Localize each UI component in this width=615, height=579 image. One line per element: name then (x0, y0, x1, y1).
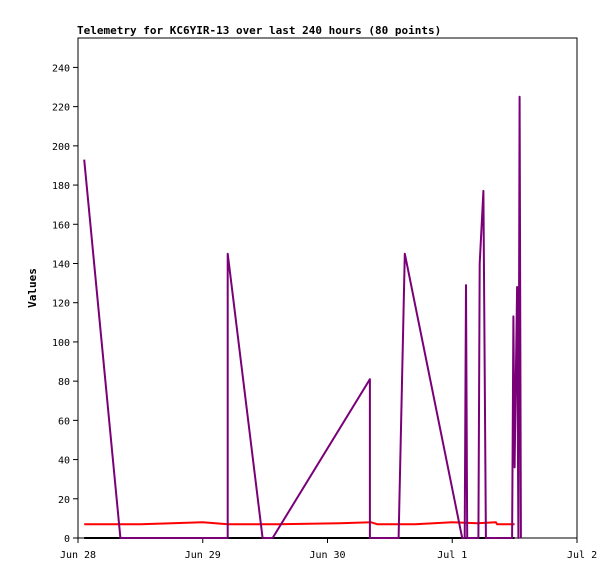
y-tick-label: 200 (52, 142, 70, 153)
series-line-2 (83, 95, 522, 539)
x-tick-label: Jul 1 (437, 550, 467, 561)
y-axis: 0 20 40 60 80 100 120 140 160 180 200 220 240 (52, 63, 78, 545)
y-tick-label: 0 (64, 534, 70, 545)
y-tick-label: 40 (58, 456, 70, 467)
y-tick-label: 220 (52, 103, 70, 114)
y-tick-label: 240 (52, 63, 70, 74)
plot-frame (77, 37, 578, 539)
y-tick-label: 20 (58, 495, 70, 506)
y-tick-label: 120 (52, 299, 70, 310)
series-layer (83, 95, 522, 539)
y-tick-label: 60 (58, 416, 70, 427)
y-tick-label: 100 (52, 338, 70, 349)
x-axis: Jun 28 Jun 29 Jun 30 Jul 1 Jul 2 (60, 538, 597, 561)
y-tick-label: 180 (52, 181, 70, 192)
x-tick-label: Jun 30 (309, 550, 345, 561)
x-tick-label: Jul 2 (567, 550, 597, 561)
y-tick-label: 160 (52, 220, 70, 231)
series-line-1 (84, 521, 515, 526)
x-tick-label: Jun 29 (185, 550, 221, 561)
y-axis-label: Values (26, 268, 39, 308)
x-tick-label: Jun 28 (60, 550, 96, 561)
y-tick-label: 140 (52, 259, 70, 270)
chart-title: Telemetry for KC6YIR-13 over last 240 ho… (77, 24, 441, 37)
y-tick-label: 80 (58, 377, 70, 388)
